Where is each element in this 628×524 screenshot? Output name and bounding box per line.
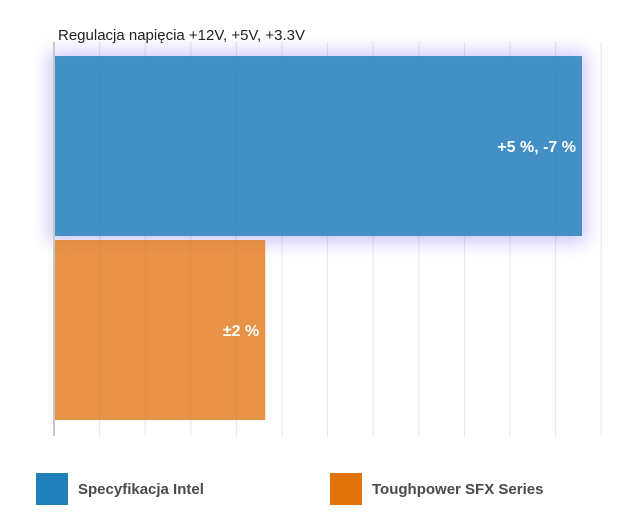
legend-item-toughpower[interactable]: Toughpower SFX Series (330, 472, 543, 506)
chart-title: Regulacja napięcia +12V, +5V, +3.3V (58, 27, 306, 44)
legend-swatch-toughpower (330, 473, 362, 505)
bar-intel[interactable] (55, 56, 582, 236)
data-label-intel: +5 %, -7 % (497, 139, 576, 156)
legend-label-toughpower: Toughpower SFX Series (372, 480, 544, 498)
legend: Specyfikacja Intel Toughpower SFX Series (36, 472, 616, 506)
bar-toughpower[interactable] (55, 240, 266, 420)
bars: +5 %, -7 % ±2 % (49, 52, 586, 420)
data-label-toughpower: ±2 % (223, 323, 259, 340)
chart: +5 %, -7 % ±2 % (49, 42, 602, 436)
legend-label-intel: Specyfikacja Intel (78, 480, 204, 498)
legend-item-intel[interactable]: Specyfikacja Intel (36, 472, 204, 506)
legend-swatch-intel (36, 473, 68, 505)
